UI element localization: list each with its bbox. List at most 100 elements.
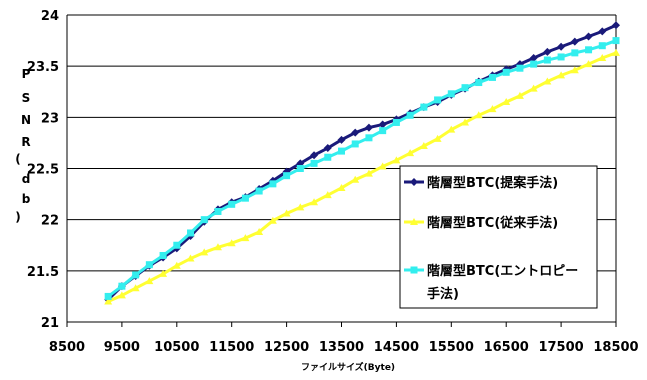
data-point [598, 42, 606, 50]
data-point [392, 156, 401, 164]
x-tick-label: 12500 [264, 340, 309, 355]
data-point [241, 194, 249, 202]
x-axis-label: ファイルサイズ(Byte) [301, 361, 395, 373]
data-point [406, 149, 415, 157]
data-point [529, 84, 538, 92]
y-tick-label: 23 [41, 111, 59, 126]
data-point [570, 37, 579, 46]
data-point [543, 56, 551, 64]
legend-entry-2: 階層型BTC(従来手法) [404, 215, 558, 231]
data-point [584, 32, 593, 41]
data-point [255, 187, 263, 195]
data-point [585, 46, 593, 54]
data-point [530, 60, 538, 68]
data-point [475, 79, 483, 87]
y-axis-label-char: d [22, 172, 31, 186]
data-point [118, 282, 126, 290]
data-point [433, 134, 442, 142]
data-point [557, 42, 566, 51]
data-point [351, 140, 359, 148]
data-point [269, 180, 277, 188]
data-point [337, 135, 346, 144]
legend-label-cont: 手法) [427, 286, 459, 302]
data-point [447, 125, 456, 133]
data-point [145, 261, 153, 269]
data-point [612, 21, 620, 30]
legend-marker [410, 266, 418, 274]
data-point [268, 216, 277, 224]
data-point [213, 243, 222, 251]
y-tick-label: 22 [41, 214, 59, 229]
data-point [392, 118, 400, 126]
x-tick-label: 14500 [374, 340, 419, 355]
data-point [228, 200, 236, 208]
data-point [571, 49, 579, 57]
gridlines [67, 14, 616, 323]
data-point [365, 134, 373, 142]
data-point [378, 120, 387, 129]
data-point [337, 183, 346, 191]
data-point [364, 169, 373, 177]
data-point [187, 229, 195, 237]
data-point [145, 277, 154, 285]
data-point [543, 77, 552, 85]
data-point [227, 239, 236, 247]
y-axis-label-char: b [22, 192, 31, 206]
data-point [378, 162, 387, 170]
y-axis-label-char: S [22, 91, 31, 105]
data-point [447, 90, 455, 98]
data-point [488, 73, 496, 81]
legend-marker [410, 218, 418, 225]
data-point [612, 37, 620, 45]
data-point [338, 147, 345, 155]
x-tick-label: 17500 [538, 340, 583, 355]
x-tick-label: 9500 [104, 340, 140, 355]
data-point [117, 291, 126, 299]
data-point [255, 227, 264, 235]
data-point [283, 172, 291, 180]
legend-label: 階層型BTC(従来手法) [427, 215, 558, 231]
legend-entry-1: 階層型BTC(提案手法) [404, 175, 558, 191]
data-point [502, 68, 510, 76]
data-point [543, 47, 552, 56]
data-point [173, 241, 181, 249]
data-point [351, 175, 360, 183]
data-point [502, 97, 511, 105]
data-point [419, 141, 428, 149]
data-point [420, 103, 428, 111]
series-2 [104, 48, 620, 305]
data-point [186, 254, 195, 262]
y-axis-label-char: N [21, 113, 31, 127]
data-point [461, 84, 469, 92]
data-point [200, 216, 208, 224]
y-tick-label: 21.5 [27, 265, 59, 280]
y-tick-label: 22.5 [27, 163, 59, 178]
tick-labels: 21 21.5 22 22.5 23 23.5 24 8500 9500 10500 11500 12… [27, 9, 639, 355]
x-tick-label: 13500 [319, 340, 364, 355]
data-point [434, 96, 442, 104]
data-point [557, 53, 565, 61]
data-point [104, 297, 113, 305]
data-point [159, 269, 168, 277]
legend-label: 階層型BTC(提案手法) [427, 175, 558, 191]
series-layer [104, 21, 620, 305]
data-point [379, 127, 387, 135]
x-tick-label: 18500 [593, 340, 638, 355]
data-point [351, 128, 360, 137]
data-point [598, 27, 607, 36]
y-axis-label-char: ( [15, 152, 20, 166]
y-tick-label: 23.5 [27, 60, 59, 75]
y-tick-label: 21 [41, 316, 59, 331]
data-point [584, 60, 593, 68]
data-point [200, 248, 209, 256]
data-point [324, 153, 332, 161]
data-point [461, 118, 470, 126]
data-point [172, 261, 181, 269]
x-tick-label: 10500 [154, 340, 199, 355]
data-point [529, 53, 538, 62]
data-point [515, 91, 524, 99]
